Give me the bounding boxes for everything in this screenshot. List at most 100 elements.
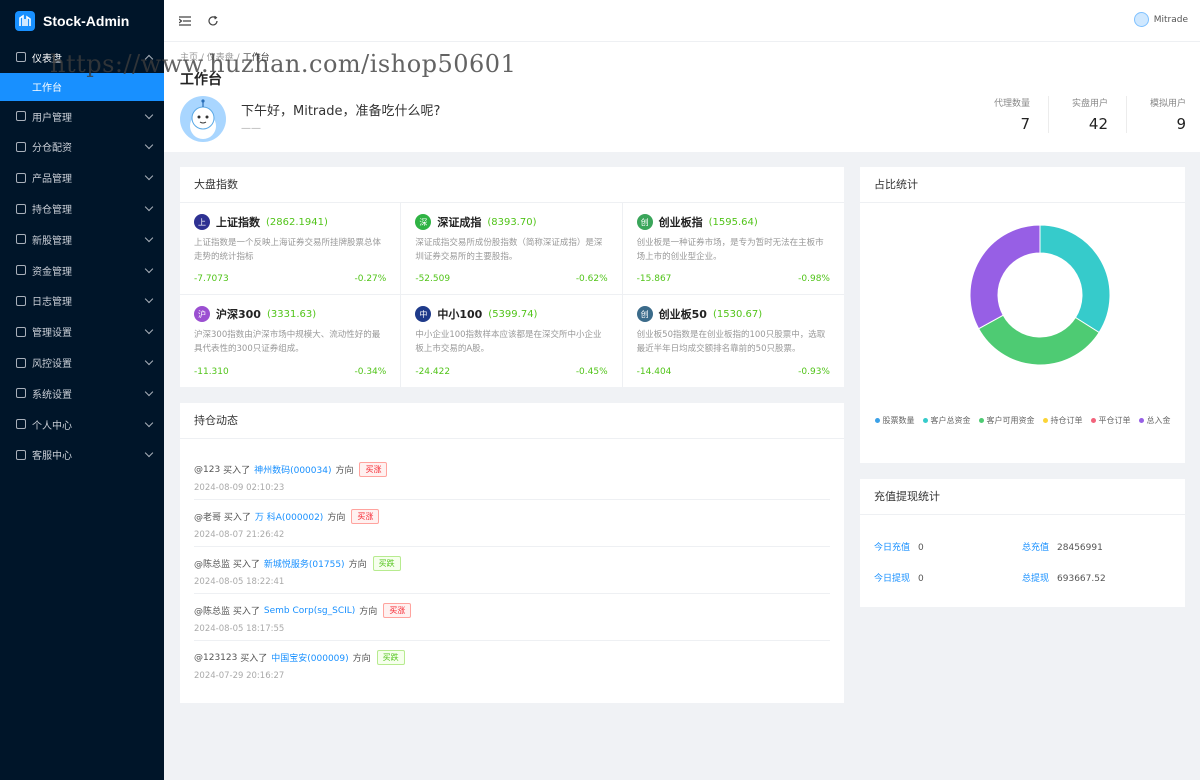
feed-user: @123 <box>194 464 221 475</box>
donut-slice[interactable] <box>977 314 1100 366</box>
sidebar-item[interactable]: 客服中心 <box>0 440 164 471</box>
feed-time: 2024-08-09 02:10:23 <box>194 483 285 493</box>
sidebar-item-label: 仪表盘 <box>32 53 62 65</box>
feed-time: 2024-08-05 18:22:41 <box>194 577 285 587</box>
donut-slice[interactable] <box>969 224 1041 330</box>
page-title: 工作台 <box>180 72 222 88</box>
index-card[interactable]: 创 创业板指 (1595.64) 创业板是一种证券市场，是专为暂时无法在主板市场… <box>622 203 844 295</box>
fund-value: 693667.52 <box>1057 574 1106 584</box>
submenu-item-workbench[interactable]: 工作台 <box>0 72 164 101</box>
legend-item[interactable]: 总入金 <box>1138 415 1171 426</box>
money-icon <box>16 265 26 276</box>
sidebar-item[interactable]: 管理设置 <box>0 316 164 347</box>
index-value: (5399.74) <box>488 308 538 320</box>
sidebar-item[interactable]: 仪表盘 <box>0 42 164 73</box>
robot-avatar <box>180 96 226 142</box>
breadcrumb: 主页 / 仪表盘 / 工作台 <box>180 53 270 63</box>
index-card[interactable]: 创 创业板50 (1530.67) 创业板50指数是在创业板指的100只股票中，… <box>623 295 844 387</box>
sidebar-item[interactable]: 资金管理 <box>0 255 164 286</box>
index-badge-icon: 创 <box>636 214 653 230</box>
breadcrumb-item[interactable]: 仪表盘 <box>206 53 234 63</box>
direction-tag: 买跌 <box>376 650 405 665</box>
feed-stock-link[interactable]: 新城悦服务(01755) <box>263 560 345 570</box>
feed-stock-link[interactable]: 神州数码(000034) <box>254 466 332 476</box>
holdings-icon <box>16 203 26 214</box>
sidebar-item-label: 新股管理 <box>32 235 72 247</box>
avatar <box>1133 12 1149 27</box>
index-change: -14.404 <box>636 367 672 377</box>
index-badge-icon: 创 <box>636 306 653 322</box>
index-desc: 沪深300指数由沪深市场中规模大、流动性好的最具代表性的300只证券组成。 <box>194 330 381 354</box>
legend-item[interactable]: 持仓订单 <box>1042 415 1083 426</box>
user-menu[interactable]: Mitrade <box>1133 12 1188 27</box>
legend-label: 股票数量 <box>882 416 915 425</box>
direction-tag: 买涨 <box>359 462 388 477</box>
sidebar-item-label: 用户管理 <box>32 112 72 124</box>
donut-slice[interactable] <box>1039 224 1111 334</box>
fund-label[interactable]: 总提现 <box>1022 574 1050 584</box>
index-name: 上证指数 <box>216 216 260 229</box>
card-title: 大盘指数 <box>180 167 844 203</box>
log-icon <box>16 295 26 306</box>
index-card[interactable]: 上 上证指数 (2862.1941) 上证指数是一个反映上海证券交易所挂牌股票总… <box>180 203 402 295</box>
feed-direction: 方向 <box>352 654 371 664</box>
index-card[interactable]: 深 深证成指 (8393.70) 深证成指交易所成份股指数（简称深证成指）是深圳… <box>401 203 623 295</box>
index-change: -15.867 <box>636 274 672 284</box>
donut-chart <box>969 224 1111 366</box>
feed-stock-link[interactable]: 中国宝安(000009) <box>271 654 349 664</box>
stat-value: 9 <box>1176 115 1186 133</box>
user-name: Mitrade <box>1153 14 1188 25</box>
legend-item[interactable]: 客户可用资金 <box>978 415 1035 426</box>
chevron-down-icon <box>144 233 154 243</box>
sidebar-item-label: 风控设置 <box>32 359 72 371</box>
index-value: (8393.70) <box>487 216 537 228</box>
index-badge-icon: 中 <box>415 306 432 322</box>
legend-dot <box>1042 418 1048 423</box>
card-title: 占比统计 <box>860 167 1185 203</box>
legend-item[interactable]: 客户总资金 <box>922 415 971 426</box>
index-pct: -0.27% <box>354 274 387 284</box>
page-header: 主页 / 仪表盘 / 工作台 工作台 下午好，Mitrade，准备吃什么呢? —… <box>164 42 1200 152</box>
feed-item: @陈总监 买入了 新城悦服务(01755) 方向 买跌 2024-08-05 1… <box>194 547 830 594</box>
refresh-icon[interactable] <box>206 14 220 28</box>
sidebar-item[interactable]: 系统设置 <box>0 378 164 409</box>
sidebar-item[interactable]: 用户管理 <box>0 101 164 132</box>
index-card[interactable]: 沪 沪深300 (3331.63) 沪深300指数由沪深市场中规模大、流动性好的… <box>180 295 402 387</box>
sidebar-item[interactable]: 新股管理 <box>0 224 164 255</box>
sidebar-item[interactable]: 持仓管理 <box>0 193 164 224</box>
sidebar-item[interactable]: 日志管理 <box>0 286 164 317</box>
sidebar-item[interactable]: 产品管理 <box>0 162 164 193</box>
fund-label[interactable]: 今日充值 <box>874 543 911 553</box>
chevron-down-icon <box>144 418 154 427</box>
collapse-menu-icon[interactable] <box>178 14 192 28</box>
stat-label: 模拟用户 <box>1149 99 1186 109</box>
sidebar-item[interactable]: 个人中心 <box>0 409 164 440</box>
index-card[interactable]: 中 中小100 (5399.74) 中小企业100指数样本应该都是在深交所中小企… <box>401 295 623 387</box>
feed-stock-link[interactable]: Semb Corp(sg_SCIL) <box>263 605 356 616</box>
sidebar-item-label: 个人中心 <box>32 420 72 432</box>
fund-today-recharge: 今日充值 0 <box>874 540 924 553</box>
legend-item[interactable]: 股票数量 <box>874 415 915 426</box>
sidebar-item-label: 系统设置 <box>32 389 72 401</box>
chevron-down-icon <box>144 295 154 304</box>
feed-stock-link[interactable]: 万 科A(000002) <box>254 513 324 523</box>
direction-tag: 买跌 <box>372 556 401 571</box>
app-name: Stock-Admin <box>43 13 130 29</box>
sidebar-menu: 仪表盘 工作台 用户管理 分仓配资 产品管理 持仓管理 新股管理 资金管理 日志… <box>0 42 164 470</box>
feed-time: 2024-08-05 18:17:55 <box>194 624 285 634</box>
feed-item: @老哥 买入了 万 科A(000002) 方向 买涨 2024-08-07 21… <box>194 500 830 547</box>
breadcrumb-item[interactable]: 主页 <box>180 53 199 63</box>
index-name: 沪深300 <box>216 308 261 321</box>
legend-item[interactable]: 平仓订单 <box>1090 415 1131 426</box>
fund-value: 0 <box>918 543 924 553</box>
sidebar-item-label: 管理设置 <box>32 328 72 340</box>
sidebar-item[interactable]: 风控设置 <box>0 347 164 378</box>
logo[interactable]: Stock-Admin <box>0 0 164 42</box>
breadcrumb-item: 工作台 <box>242 53 270 63</box>
feed-item: @陈总监 买入了 Semb Corp(sg_SCIL) 方向 买涨 2024-0… <box>194 594 830 641</box>
sidebar-item-label: 日志管理 <box>32 297 72 309</box>
sidebar-item[interactable]: 分仓配资 <box>0 132 164 163</box>
feed-item: @123123 买入了 中国宝安(000009) 方向 买跌 2024-07-2… <box>194 641 830 688</box>
fund-label[interactable]: 总充值 <box>1022 543 1050 553</box>
fund-label[interactable]: 今日提现 <box>874 574 911 584</box>
